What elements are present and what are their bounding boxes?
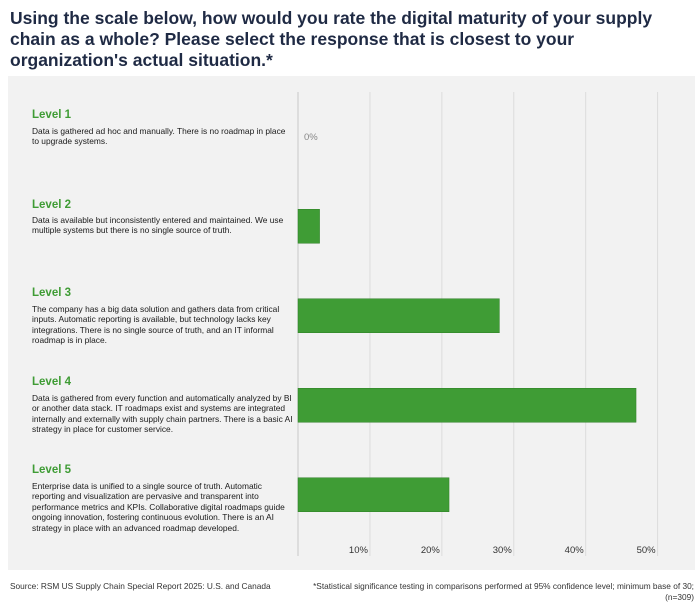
x-tick-label: 30% (493, 545, 513, 556)
footnote: *Statistical significance testing in com… (313, 581, 694, 602)
bar-level-2 (297, 209, 320, 244)
level-2-label: Level 2 (32, 199, 71, 211)
level-4-label: Level 4 (32, 376, 71, 388)
x-tick-label: 10% (349, 545, 369, 556)
level-5-label: Level 5 (32, 464, 71, 476)
x-tick-label: 20% (421, 545, 441, 556)
bar-level-4 (297, 388, 637, 423)
level-4-description: Data is gathered from every function and… (32, 393, 293, 435)
page-title: Using the scale below, how would you rat… (10, 8, 653, 70)
source-note: Source: RSM US Supply Chain Special Repo… (10, 581, 271, 591)
level-3-label: Level 3 (32, 287, 71, 299)
x-tick-label: 50% (637, 545, 657, 556)
x-tick-label: 40% (565, 545, 585, 556)
level-5-description: Enterprise data is unified to a single s… (32, 481, 285, 533)
level-1-description: Data is gathered ad hoc and manually. Th… (32, 126, 286, 147)
level-2-description: Data is available but inconsistently ent… (32, 215, 284, 236)
bar-level-5 (297, 477, 450, 512)
level-3-description: The company has a big data solution and … (32, 304, 280, 346)
bar-level-3 (297, 298, 500, 333)
level-1-label: Level 1 (32, 109, 71, 121)
data-label: 0% (304, 132, 318, 143)
